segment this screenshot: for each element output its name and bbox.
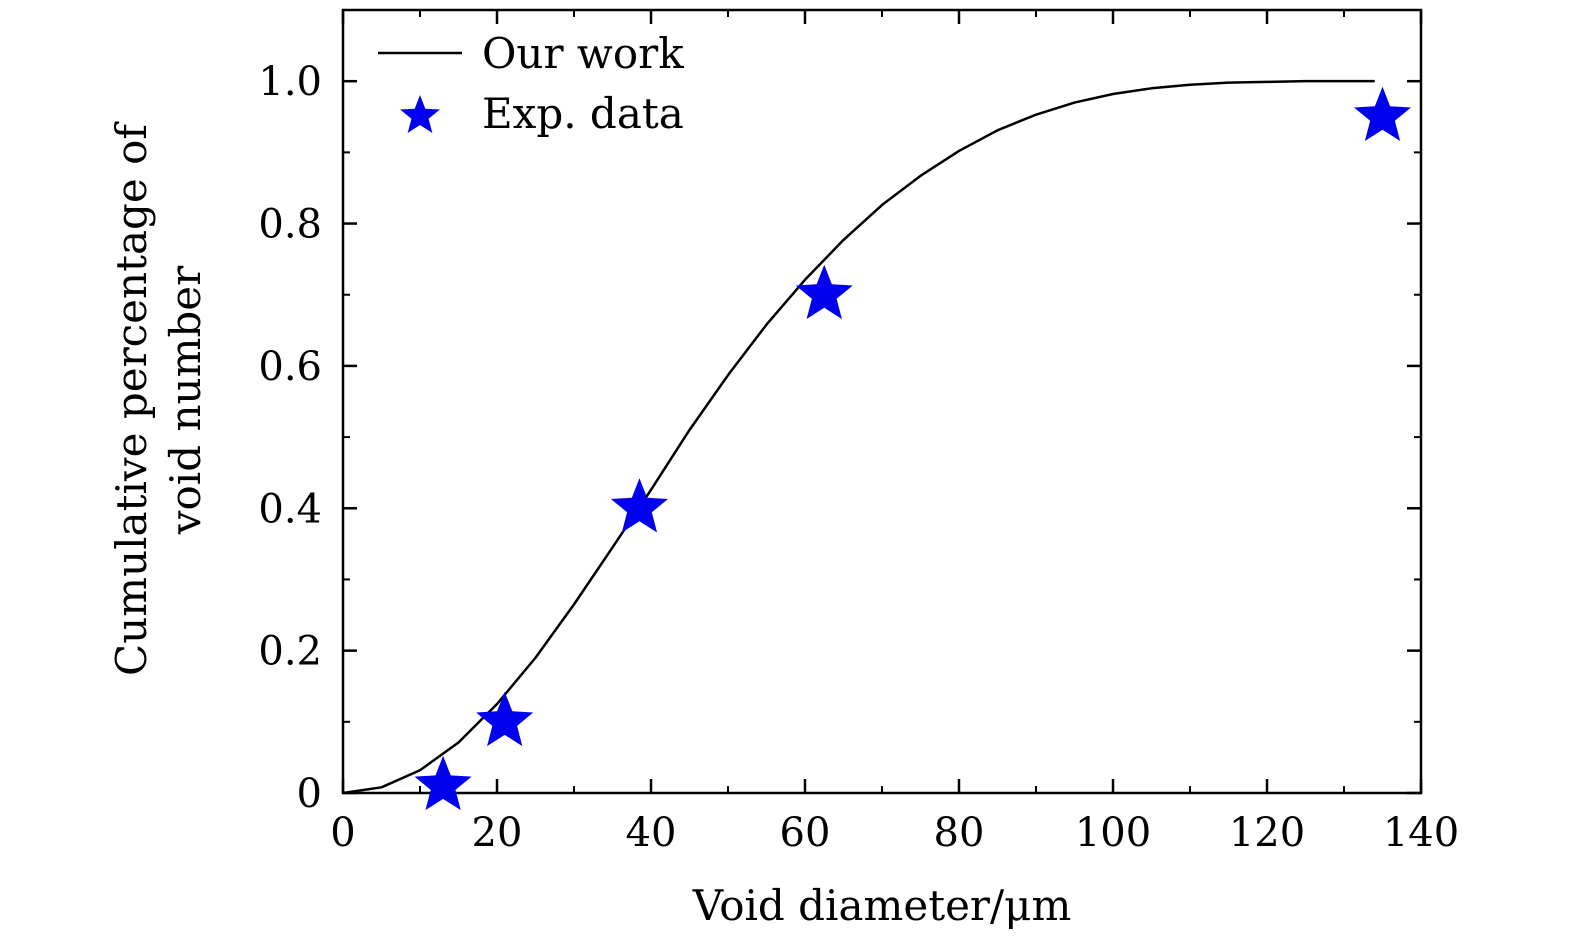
y-tick-label: 0.2 [258, 629, 322, 675]
y-axis-title-line-1: Cumulative percentage of [107, 121, 156, 676]
y-tick-label: 0.8 [258, 202, 322, 248]
series-line-our-work [342, 79, 1375, 795]
y-tick-label: 0.6 [258, 344, 322, 390]
x-tick-label: 60 [780, 810, 831, 856]
x-tick-label: 0 [330, 810, 355, 856]
legend-star-swatch [400, 95, 440, 133]
y-tick-label: 0.4 [258, 486, 322, 532]
x-tick-label: 100 [1075, 810, 1151, 856]
x-tick-label: 40 [626, 810, 677, 856]
x-tick-label: 20 [472, 810, 523, 856]
x-tick-label: 80 [934, 810, 985, 856]
y-axis-title-line-2: void number [161, 265, 210, 535]
data-point-star [610, 478, 668, 533]
x-tick-label: 140 [1383, 810, 1459, 856]
data-point-star [476, 691, 534, 747]
data-point-star [795, 264, 853, 319]
y-tick-label: 0 [297, 771, 322, 817]
ticks-layer: 0 20 40 60 80 100 120 140 0 0.2 0.4 0.6 0.8 1.0 [258, 10, 1459, 856]
x-axis-title: Void diameter/μm [692, 881, 1072, 930]
y-axis-title: Cumulative percentage of void number [107, 121, 210, 676]
legend: Our work Exp. data [378, 29, 684, 138]
x-tick-label: 120 [1229, 810, 1305, 856]
legend-label-exp-data: Exp. data [482, 89, 684, 138]
data-point-star [414, 755, 472, 811]
series-layer [342, 79, 1412, 811]
data-point-star [1353, 86, 1412, 142]
y-tick-label: 1.0 [258, 59, 322, 105]
legend-label-our-work: Our work [482, 29, 684, 78]
